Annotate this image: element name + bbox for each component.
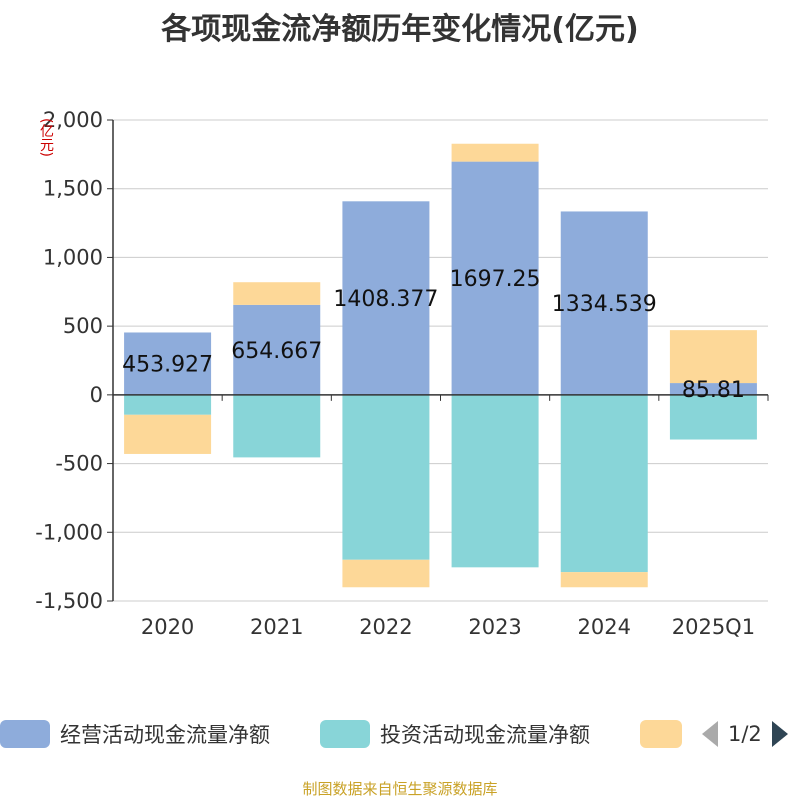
bar-s0-2022 (342, 201, 430, 395)
legend-swatch-operating (0, 720, 50, 748)
data-label: 654.667 (231, 339, 322, 364)
legend-swatch-financing (640, 720, 682, 748)
legend: 经营活动现金流量净额 投资活动现金流量净额 1/2 (0, 714, 800, 754)
axes: -1,500 -1,000 -500 0 500 1,000 1,500 2,000 2020 2… (35, 108, 769, 639)
legend-swatch-investing (320, 720, 370, 748)
y-tick-label: -500 (55, 452, 103, 476)
y-tick-label: -1,000 (35, 520, 103, 544)
bar-s0-2025Q1 (669, 383, 757, 395)
bar-s1-2020 (124, 394, 212, 415)
y-tick-label: 0 (90, 383, 103, 407)
bar-group (124, 143, 757, 588)
x-tick-label: 2023 (468, 615, 521, 639)
data-label: 1334.539 (552, 292, 657, 317)
data-label: 85.81 (682, 378, 745, 403)
data-label: 1697.25 (450, 267, 541, 292)
grid-lines (113, 119, 768, 602)
bar-s2-2024 (560, 572, 648, 588)
next-page-icon[interactable] (771, 721, 788, 747)
legend-item-investing[interactable]: 投资活动现金流量净额 (320, 714, 590, 754)
bar-s1-2024 (560, 394, 648, 573)
data-labels: 453.927 654.667 1408.377 1697.25 1334.539 85.… (122, 267, 745, 403)
legend-item-financing[interactable] (640, 714, 692, 754)
legend-pager: 1/2 (702, 714, 788, 754)
bar-s0-2024 (560, 211, 648, 395)
previous-page-icon[interactable] (702, 721, 718, 747)
x-tick-label: 2022 (359, 615, 412, 639)
x-tick-label: 2024 (578, 615, 631, 639)
bar-s2-2025Q1 (669, 330, 757, 384)
x-tick-label: 2020 (141, 615, 194, 639)
bar-s2-2021 (233, 282, 321, 305)
data-label: 453.927 (122, 353, 213, 378)
bar-s2-2020 (124, 414, 212, 454)
bar-s2-2023 (451, 143, 539, 162)
legend-page-indicator: 1/2 (728, 722, 762, 746)
source-note: 制图数据来自恒生聚源数据库 (302, 780, 498, 798)
chart-title: 各项现金流净额历年变化情况(亿元) (161, 12, 639, 47)
legend-label-operating: 经营活动现金流量净额 (60, 723, 270, 747)
bar-s1-2022 (342, 394, 430, 560)
y-tick-label: 1,000 (43, 245, 103, 269)
bar-s1-2025Q1 (669, 394, 757, 440)
y-tick-label: 2,000 (43, 108, 103, 132)
y-axis-unit: (亿元) (38, 118, 54, 157)
chart-canvas: -1,500 -1,000 -500 0 500 1,000 1,500 2,000 2020 2… (35, 108, 769, 639)
y-tick-label: 500 (63, 314, 103, 338)
y-tick-label: 1,500 (43, 177, 103, 201)
bar-s2-2022 (342, 559, 430, 588)
bar-s1-2021 (233, 394, 321, 458)
x-tick-label: 2021 (250, 615, 303, 639)
bar-s0-2020 (124, 332, 212, 395)
data-label: 1408.377 (333, 287, 438, 312)
legend-item-operating[interactable]: 经营活动现金流量净额 (0, 714, 270, 754)
x-tick-label: 2025Q1 (672, 615, 755, 639)
bar-s0-2023 (451, 161, 539, 395)
legend-label-investing: 投资活动现金流量净额 (380, 723, 590, 747)
bar-s1-2023 (451, 394, 539, 568)
y-tick-label: -1,500 (35, 589, 103, 613)
bar-s0-2021 (233, 304, 321, 395)
